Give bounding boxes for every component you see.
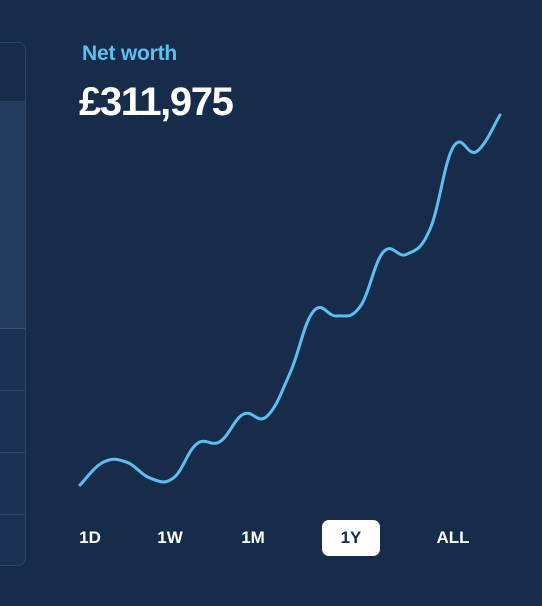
side-panel — [0, 42, 26, 566]
net-worth-value: £311,975 — [79, 80, 234, 124]
range-button-1y[interactable]: 1Y — [322, 520, 380, 556]
range-button-1m[interactable]: 1M — [241, 528, 265, 547]
range-button-1w[interactable]: 1W — [157, 528, 183, 547]
range-button-1d[interactable]: 1D — [79, 528, 101, 547]
time-range-selector: 1D 1W 1M 1Y ALL — [0, 518, 542, 558]
net-worth-title: Net worth — [82, 42, 178, 65]
side-panel-header — [0, 43, 25, 102]
side-panel-row[interactable] — [0, 391, 25, 453]
side-panel-row[interactable] — [0, 453, 25, 515]
range-button-all[interactable]: ALL — [436, 528, 470, 547]
side-panel-row[interactable] — [0, 329, 25, 391]
net-worth-line — [78, 113, 502, 487]
side-panel-highlight — [0, 102, 25, 329]
